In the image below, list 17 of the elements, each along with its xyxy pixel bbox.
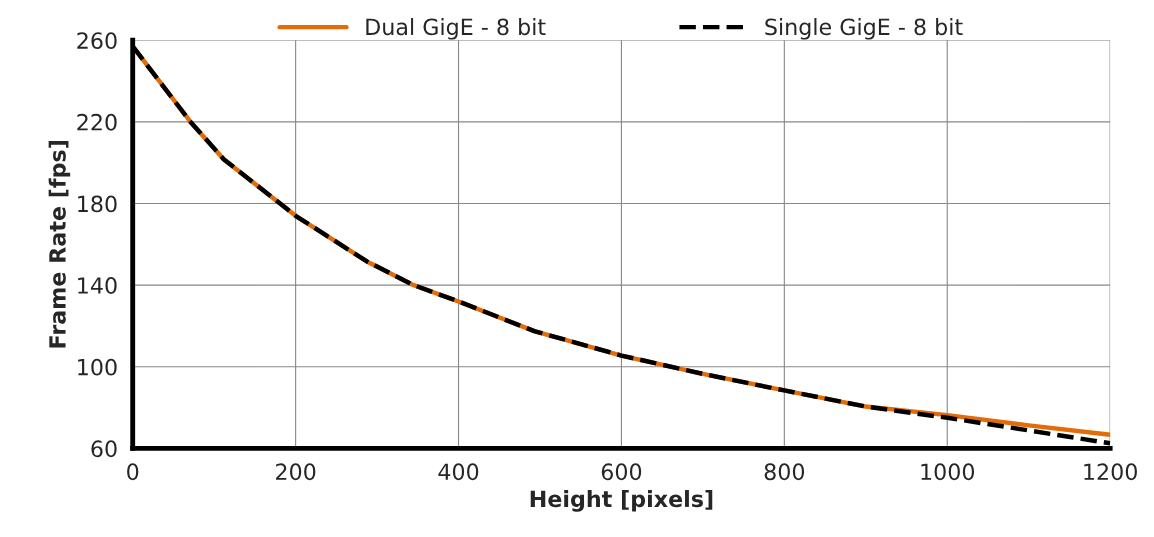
legend-label: Dual GigE - 8 bit xyxy=(366,18,546,40)
x-tick-label: 600 xyxy=(601,463,642,481)
x-tick-label: 400 xyxy=(438,463,479,481)
x-axis-title: Height [pixels] xyxy=(530,490,713,512)
y-tick-label: 140 xyxy=(78,277,117,294)
legend-label: Single GigE - 8 bit xyxy=(765,18,963,40)
y-tick-label: 180 xyxy=(78,195,117,213)
x-tick-label: 1000 xyxy=(921,463,975,481)
x-tick-label: 1200 xyxy=(1084,463,1137,481)
y-tick-label: 220 xyxy=(77,113,117,131)
x-tick-label: 0 xyxy=(127,463,139,481)
x-tick-label: 800 xyxy=(764,463,805,481)
y-tick-label: 260 xyxy=(77,32,117,50)
x-tick-label: 200 xyxy=(276,463,316,481)
y-tick-label: 60 xyxy=(91,440,117,458)
y-axis-title: Frame Rate [fps] xyxy=(48,141,71,348)
y-tick-label: 100 xyxy=(78,358,117,376)
